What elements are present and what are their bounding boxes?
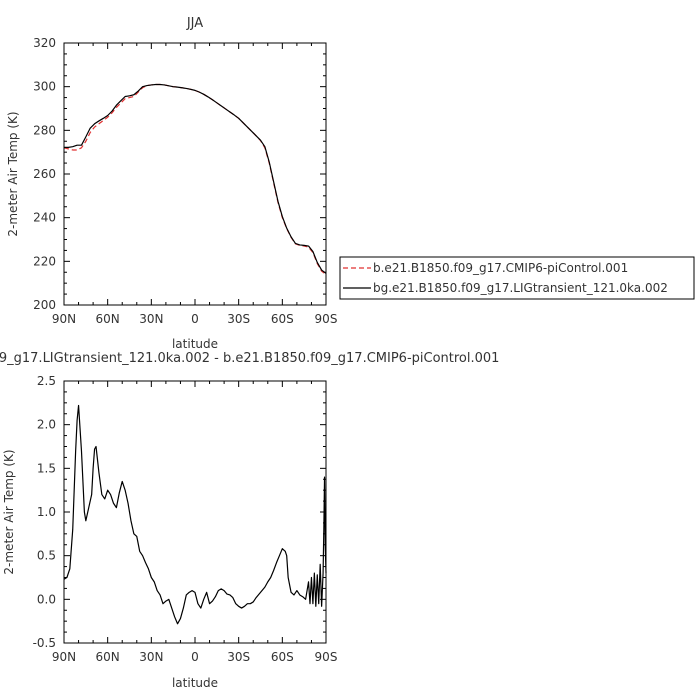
series-line-difference: [63, 404, 327, 625]
y-tick-label: 240: [33, 211, 56, 225]
bottom-chart-ticks: 90N 60N 30N 0 30S 60S 90S -0.5 0.0 0.5 1.0 1.5 2.0 2.…: [33, 374, 338, 664]
x-tick-label: 90N: [52, 312, 76, 326]
x-tick-label: 30S: [227, 650, 250, 664]
y-tick-label: 320: [33, 36, 56, 50]
x-tick-label: 0: [191, 312, 199, 326]
x-tick-label: 30N: [139, 312, 163, 326]
y-tick-label: 1.0: [37, 505, 56, 519]
top-chart-title: JJA: [186, 16, 203, 31]
x-tick-label: 30N: [139, 650, 163, 664]
y-tick-label: 2.0: [37, 418, 56, 432]
x-tick-label: 60S: [271, 650, 294, 664]
x-tick-label: 90S: [315, 312, 338, 326]
y-tick-label: 1.5: [37, 461, 56, 475]
x-tick-label: 90S: [315, 650, 338, 664]
x-tick-label: 30S: [227, 312, 250, 326]
y-tick-label: 0.0: [37, 592, 56, 606]
bottom-chart: bg.e21.B1850.f09_g17.LIGtransient_121.0k…: [0, 351, 499, 690]
top-chart-ticks: 90N 60N 30N 0 30S 60S 90S 200 220 240 260 280 300 320: [33, 36, 337, 326]
top-chart-xlabel: latitude: [172, 337, 218, 351]
bottom-chart-xlabel: latitude: [172, 676, 218, 690]
y-tick-label: 2.5: [37, 374, 56, 388]
top-chart-ylabel: 2-meter Air Temp (K): [6, 111, 20, 236]
x-tick-label: 0: [191, 650, 199, 664]
x-tick-label: 90N: [52, 650, 76, 664]
y-tick-label: 220: [33, 254, 56, 268]
top-chart: JJA latitude 2-meter Air Temp (K) 90N 60N…: [6, 16, 337, 351]
y-tick-label: 200: [33, 298, 56, 312]
x-tick-label: 60N: [96, 312, 120, 326]
legend-box: [339, 256, 695, 300]
bottom-chart-title: bg.e21.B1850.f09_g17.LIGtransient_121.0k…: [0, 351, 499, 366]
y-tick-label: 260: [33, 167, 56, 181]
top-chart-frame: [63, 42, 327, 306]
series-line-transient: [64, 83, 327, 274]
legend-label-control: b.e21.B1850.f09_g17.CMIP6-piControl.001: [373, 261, 628, 275]
series-line-control: [63, 83, 327, 275]
y-tick-label: 280: [33, 123, 56, 137]
top-chart-series: [63, 83, 327, 275]
y-tick-label: -0.5: [33, 636, 56, 650]
bottom-chart-series: [63, 404, 327, 625]
x-tick-label: 60N: [96, 650, 120, 664]
y-tick-label: 300: [33, 80, 56, 94]
bottom-chart-frame: [63, 380, 327, 644]
legend: b.e21.B1850.f09_g17.CMIP6-piControl.001 …: [339, 256, 695, 300]
x-tick-label: 60S: [271, 312, 294, 326]
legend-label-transient: bg.e21.B1850.f09_g17.LIGtransient_121.0k…: [373, 281, 668, 295]
bottom-chart-ylabel: 2-meter Air Temp (K): [2, 449, 16, 574]
y-tick-label: 0.5: [37, 549, 56, 563]
